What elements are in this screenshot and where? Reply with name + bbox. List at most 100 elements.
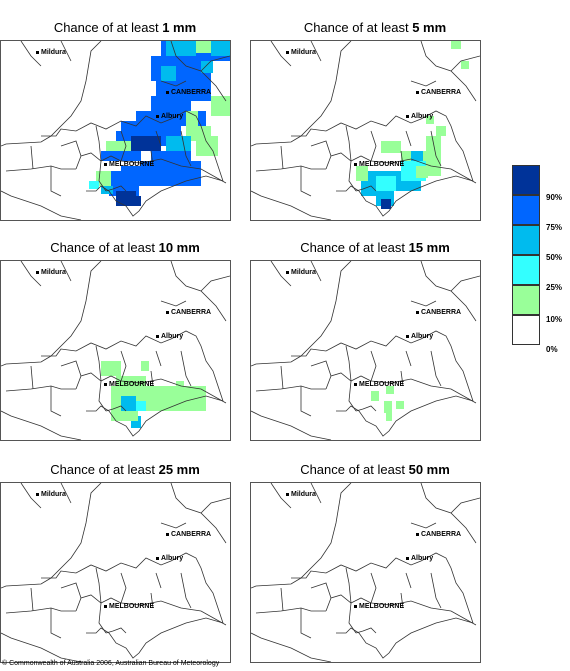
boundary-line <box>410 522 437 529</box>
boundary-line <box>1 632 82 662</box>
boundary-line <box>291 330 474 402</box>
boundary-line <box>405 130 412 147</box>
place-name: MELBOURNE <box>359 603 405 610</box>
probability-cell <box>386 386 394 394</box>
map-canvas <box>1 41 230 220</box>
boundary-line <box>60 261 72 282</box>
place-name: CANBERRA <box>421 309 462 316</box>
probability-cell <box>126 196 141 206</box>
boundary-line <box>155 572 162 589</box>
boundary-line <box>95 345 102 382</box>
probability-map: Mildura CANBERRA Albury MELBOURNE <box>250 482 481 663</box>
city-dot-icon <box>416 90 419 94</box>
probability-cell <box>206 136 218 156</box>
probability-cell <box>186 111 198 141</box>
boundary-line <box>420 41 477 102</box>
city-dot-icon <box>286 492 289 496</box>
boundary-line <box>300 386 312 417</box>
legend-label-50: 50% <box>546 253 563 262</box>
boundary-line <box>170 483 227 544</box>
place-label-mildura: Mildura <box>286 49 316 57</box>
city-dot-icon <box>354 382 357 386</box>
place-name: MELBOURNE <box>359 161 405 168</box>
boundary-line <box>170 41 227 102</box>
boundary-line <box>1 410 82 440</box>
boundary-line <box>105 627 127 634</box>
boundary-line <box>200 275 230 292</box>
place-label-albury: Albury <box>156 333 183 341</box>
place-name: Albury <box>161 113 184 120</box>
probability-cell <box>111 411 126 421</box>
city-dot-icon <box>156 334 159 338</box>
boundary-line <box>5 385 76 392</box>
boundary-line <box>270 483 292 509</box>
legend-label-75: 75% <box>546 223 563 232</box>
boundary-line <box>251 190 332 220</box>
city-dot-icon <box>166 532 169 536</box>
boundary-line <box>50 386 62 417</box>
place-label-melbourne: MELBOURNE <box>104 603 154 611</box>
probability-cell <box>431 141 439 149</box>
boundary-line <box>280 145 284 170</box>
probability-cell <box>161 66 176 81</box>
place-name: Mildura <box>291 269 316 276</box>
probability-cell <box>426 116 434 124</box>
boundary-line <box>120 350 127 382</box>
probability-cell <box>461 61 469 69</box>
place-name: Mildura <box>291 49 316 56</box>
boundary-line <box>370 130 377 162</box>
place-name: Mildura <box>41 491 66 498</box>
probability-map: Mildura CANBERRA Albury MELBOURNE <box>0 482 231 663</box>
probability-cell <box>376 176 396 191</box>
place-label-canberra: CANBERRA <box>166 531 211 539</box>
boundary-line <box>410 80 437 87</box>
place-label-canberra: CANBERRA <box>416 89 461 97</box>
boundary-line <box>86 175 224 217</box>
probability-cell <box>201 61 213 73</box>
place-name: MELBOURNE <box>109 381 155 388</box>
boundary-line <box>410 300 437 307</box>
boundary-line <box>155 130 162 147</box>
boundary-line <box>280 587 284 612</box>
boundary-line <box>251 483 352 589</box>
boundary-line <box>310 483 322 504</box>
boundary-line <box>95 567 102 604</box>
place-label-albury: Albury <box>406 113 433 121</box>
probability-cell <box>131 136 161 151</box>
legend-swatch-10 <box>512 285 540 315</box>
boundary-line <box>5 607 76 614</box>
panel-title: Chance of at least 1 mm <box>53 20 197 35</box>
boundary-line <box>75 594 122 612</box>
place-label-canberra: CANBERRA <box>166 309 211 317</box>
boundary-line <box>310 261 322 282</box>
city-dot-icon <box>104 162 107 166</box>
boundary-line <box>180 350 192 387</box>
boundary-line <box>450 275 480 292</box>
legend-swatch-25 <box>512 255 540 285</box>
probability-cell <box>166 136 191 151</box>
boundary-line <box>345 567 352 604</box>
boundary-line <box>41 552 224 624</box>
boundary-line <box>160 300 187 307</box>
city-dot-icon <box>166 310 169 314</box>
probability-cell <box>381 141 401 153</box>
probability-map: Mildura CANBERRA Albury MELBOURNE <box>250 260 481 441</box>
boundary-line <box>325 152 372 170</box>
city-dot-icon <box>104 604 107 608</box>
boundary-line <box>200 497 230 514</box>
city-dot-icon <box>36 50 39 54</box>
probability-cell <box>121 396 136 411</box>
boundary-line <box>310 360 332 377</box>
place-label-mildura: Mildura <box>36 491 66 499</box>
boundary-line <box>420 483 477 544</box>
boundary-line <box>170 261 227 322</box>
probability-cell <box>211 41 230 56</box>
probability-cell <box>89 181 99 189</box>
probability-cell <box>371 391 379 401</box>
boundary-line <box>405 350 412 367</box>
place-name: Mildura <box>41 49 66 56</box>
city-dot-icon <box>406 556 409 560</box>
place-name: Mildura <box>41 269 66 276</box>
place-label-canberra: CANBERRA <box>166 89 211 97</box>
boundary-line <box>41 110 224 182</box>
